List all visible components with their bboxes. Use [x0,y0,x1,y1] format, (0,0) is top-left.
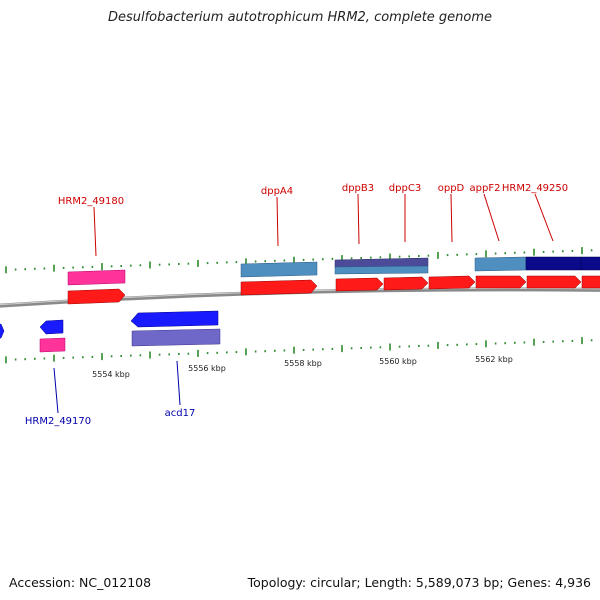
gene-arrow-left-partial [0,323,5,339]
inner-tick-track [5,337,593,364]
scale-label-5558: 5558 kbp [284,359,322,368]
cds-arrow-dppA4 [240,279,318,296]
scale-label-5562: 5562 kbp [475,355,513,364]
gene-bar-dppA4 [240,261,318,278]
gene-label-acd17: acd17 [165,408,196,419]
scale-label-5554: 5554 kbp [92,370,130,379]
cds-arrow-dppC3 [383,276,429,291]
scale-label-5560: 5560 kbp [379,357,417,366]
genome-summary: Topology: circular; Length: 5,589,073 bp… [247,575,591,590]
gene-label-HRM2_49180: HRM2_49180 [58,196,124,207]
gene-label-dppA4: dppA4 [261,186,293,197]
gene-label-oppD: oppD [438,183,465,194]
cds-arrow-HRM2_49180 [67,288,126,305]
gene-bar-acd17 [131,328,221,347]
gene-bar-HRM2_49180 [67,269,126,286]
cds-arrow-appF2 [475,275,527,289]
cds-arrow-next [581,275,600,289]
gene-bar-HRM2_49170 [39,337,66,353]
gene-label-dppB3: dppB3 [342,183,374,194]
gene-bar-appF2 [474,256,527,272]
gene-label-HRM2_49250: HRM2_49250 [502,183,568,194]
gene-label-appF2: appF2 [470,183,501,194]
gene-bar-dppC3 [334,265,429,275]
cds-arrow-oppD [428,275,476,290]
gene-label-HRM2_49170: HRM2_49170 [25,416,91,427]
gene-arrow-acd17 [130,310,219,328]
map-title: Desulfobacterium autotrophicum HRM2, com… [107,10,493,25]
scale-label-5556: 5556 kbp [188,364,226,373]
outer-tick-track [5,247,593,274]
cds-arrow-dppB3 [335,277,384,292]
gene-arrow-HRM2_49170 [39,319,64,335]
gene-label-dppC3: dppC3 [389,183,421,194]
accession-label: Accession: NC_012108 [9,575,152,590]
gene-bar-HRM2_49250 [525,256,582,271]
gene-bar-next [580,256,600,271]
cds-arrow-HRM2_49250 [526,275,582,289]
